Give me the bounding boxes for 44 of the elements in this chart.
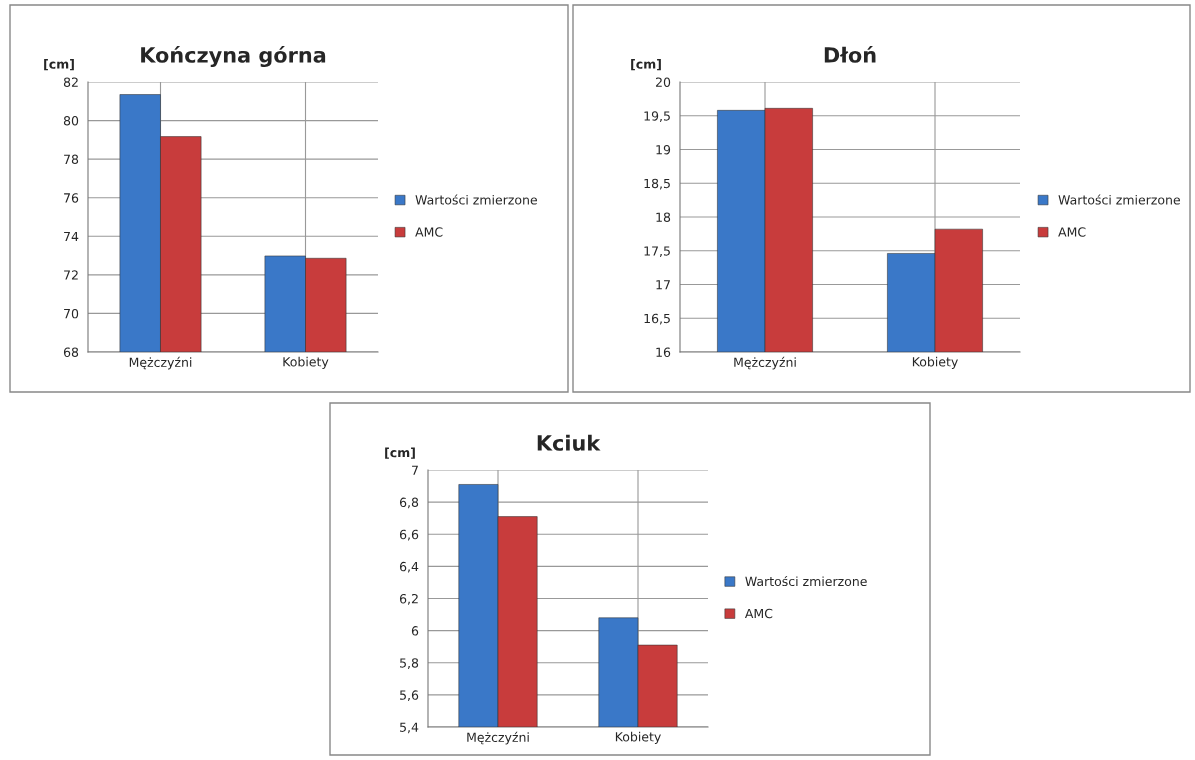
y-tick-label: 18,5 xyxy=(644,178,670,190)
legend-label: Wartości zmierzone xyxy=(1058,194,1180,205)
y-tick-label: 80 xyxy=(63,116,79,126)
y-tick-label: 6,2 xyxy=(399,593,418,605)
y-tick-label: 6,6 xyxy=(399,529,419,541)
y-tick-label: 74 xyxy=(64,231,79,242)
chart-title: Dłoń xyxy=(824,45,876,63)
y-tick-label: 17,5 xyxy=(644,246,670,257)
legend-label: Wartości zmierzone xyxy=(745,575,867,587)
legend-label: Wartości zmierzone xyxy=(415,194,537,205)
y-tick-label: 78 xyxy=(64,154,79,165)
legend-label: AMC xyxy=(1058,227,1086,237)
x-tick-label: Kobiety xyxy=(615,731,661,744)
x-tick-label: Kobiety xyxy=(283,356,329,369)
y-tick-label: 6,4 xyxy=(399,561,419,573)
x-tick-label: Mężczyźni xyxy=(129,356,192,370)
chart-title: Kciuk xyxy=(537,434,601,451)
y-tick-label: 82 xyxy=(63,77,78,87)
y-axis-title: [cm] xyxy=(385,447,415,459)
y-tick-label: 70 xyxy=(64,308,79,319)
y-tick-label: 19 xyxy=(656,144,671,155)
y-tick-label: 5,4 xyxy=(400,722,419,734)
legend-label: AMC xyxy=(744,608,773,619)
y-tick-label: 76 xyxy=(64,193,79,203)
x-tick-label: Kobiety xyxy=(912,356,958,369)
x-tick-label: Mężczyźni xyxy=(467,731,529,745)
y-tick-label: 16 xyxy=(656,347,671,357)
chart-title: Kończyna górna xyxy=(141,45,326,68)
y-tick-label: 5,6 xyxy=(400,690,419,702)
y-tick-label: 17 xyxy=(656,280,670,290)
y-tick-label: 18 xyxy=(656,212,671,222)
y-axis-title: [cm] xyxy=(44,59,74,71)
y-tick-label: 5,8 xyxy=(400,658,419,669)
y-tick-label: 68 xyxy=(63,347,79,357)
y-tick-label: 16,5 xyxy=(644,313,670,325)
x-tick-label: Mężczyźni xyxy=(734,356,796,370)
y-axis-title: [cm] xyxy=(631,59,661,71)
y-tick-label: 19,5 xyxy=(644,111,670,122)
y-tick-label: 72 xyxy=(64,270,78,280)
y-tick-label: 7 xyxy=(412,465,418,475)
y-tick-label: 6,8 xyxy=(399,497,419,509)
legend-label: AMC xyxy=(415,227,443,237)
y-tick-label: 6 xyxy=(411,626,419,636)
y-tick-label: 20 xyxy=(655,77,671,87)
